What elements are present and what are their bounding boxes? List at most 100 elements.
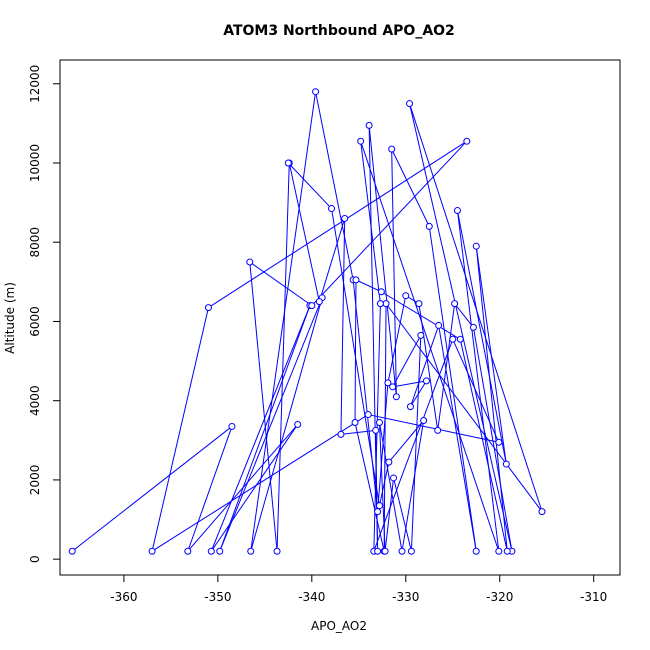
data-point <box>68 547 76 555</box>
data-point <box>425 222 433 230</box>
data-point <box>374 547 382 555</box>
series-segment <box>360 141 381 304</box>
series-segment <box>151 307 209 552</box>
data-point <box>184 547 192 555</box>
data-point <box>456 335 464 343</box>
x-tick-label: -320 <box>486 590 513 604</box>
data-point <box>376 300 384 308</box>
series-segment <box>287 162 332 209</box>
data-point <box>382 300 390 308</box>
series-segment <box>311 140 468 306</box>
series-segment <box>385 303 543 512</box>
series-lines <box>71 91 543 552</box>
data-point <box>398 547 406 555</box>
series-segment <box>388 420 425 463</box>
series-segment <box>360 141 500 552</box>
series-segment <box>475 246 507 465</box>
series-segment <box>250 297 323 552</box>
series-segment <box>340 218 346 435</box>
series-segment <box>249 261 313 307</box>
y-tick-label: 0 <box>28 555 42 563</box>
series-segment <box>392 380 427 388</box>
series-segment <box>276 162 290 552</box>
series-segment <box>391 148 430 227</box>
series-segment <box>318 218 346 302</box>
data-point <box>503 547 511 555</box>
series-segment <box>373 339 454 552</box>
x-axis: -360 -350 -340 -330 -320 -310 <box>110 575 607 604</box>
series-points <box>68 88 546 555</box>
data-point <box>341 214 349 222</box>
data-point <box>381 547 389 555</box>
data-point <box>453 207 461 215</box>
x-axis-label: APO_AO2 <box>311 619 367 633</box>
series-segment <box>392 335 422 388</box>
data-point <box>328 205 336 213</box>
series-segment <box>219 305 311 552</box>
series-segment <box>452 339 500 443</box>
series-segment <box>354 279 357 423</box>
data-point <box>420 417 428 424</box>
data-point <box>392 393 400 401</box>
data-point <box>216 547 224 555</box>
series-segment <box>378 422 403 552</box>
series-segment <box>71 426 233 552</box>
series-segment <box>340 429 376 435</box>
series-segment <box>249 261 278 552</box>
y-tick-label: 8000 <box>28 227 42 258</box>
data-point <box>312 88 320 96</box>
series-segment <box>378 422 386 552</box>
data-point <box>449 335 457 343</box>
series-segment <box>331 208 380 506</box>
data-point <box>374 508 382 516</box>
series-segment <box>210 305 311 552</box>
data-point <box>502 460 510 468</box>
series-segment <box>219 297 323 552</box>
y-axis: 0 2000 4000 6000 8000 10000 12000 <box>28 65 60 563</box>
series-segment <box>410 335 422 552</box>
x-tick-label: -330 <box>392 590 419 604</box>
series-segment <box>315 91 354 280</box>
data-point <box>273 547 281 555</box>
series-segment <box>151 414 369 552</box>
data-point <box>385 458 393 466</box>
x-tick-label: -360 <box>110 590 137 604</box>
series-segment <box>409 325 440 407</box>
series-segment <box>391 149 397 397</box>
data-point <box>495 438 503 446</box>
data-point <box>538 508 546 516</box>
series-segment <box>456 210 507 465</box>
data-point <box>207 547 215 555</box>
data-point <box>375 418 383 426</box>
data-point <box>390 474 398 482</box>
data-point <box>315 298 323 306</box>
data-point <box>352 276 360 284</box>
series-segment <box>355 279 382 293</box>
y-tick-label: 4000 <box>28 385 42 416</box>
data-point <box>472 242 480 250</box>
series-segment <box>288 162 320 302</box>
series-segment <box>428 226 477 552</box>
x-tick-label: -340 <box>298 590 325 604</box>
data-point <box>351 418 359 426</box>
x-tick-label: -310 <box>580 590 607 604</box>
data-point <box>357 137 365 145</box>
data-point <box>284 159 292 167</box>
data-point <box>402 292 410 300</box>
data-point <box>148 547 156 555</box>
chart-title: ATOM3 Northbound APO_AO2 <box>223 23 455 39</box>
series-segment <box>187 426 233 552</box>
y-tick-label: 2000 <box>28 465 42 496</box>
data-point <box>406 403 414 411</box>
data-point <box>422 377 430 385</box>
series-segment <box>378 461 390 506</box>
data-point <box>377 288 385 296</box>
data-point <box>472 547 480 555</box>
plot-frame <box>59 59 621 576</box>
data-point <box>247 547 255 555</box>
data-point <box>463 137 471 145</box>
series-segment <box>250 91 317 552</box>
series-segment <box>377 382 389 512</box>
data-point <box>469 323 477 331</box>
